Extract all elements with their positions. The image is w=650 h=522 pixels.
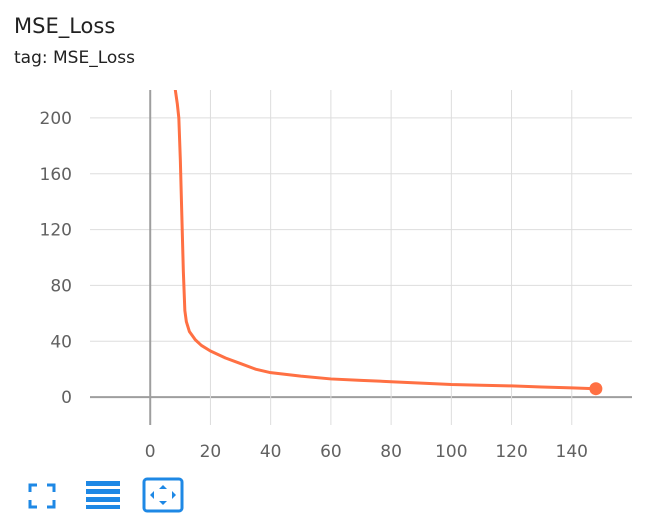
last-point-marker xyxy=(589,382,603,396)
fit-domain-button[interactable] xyxy=(142,477,184,513)
chart-title: MSE_Loss xyxy=(14,14,116,38)
y-tick-label: 80 xyxy=(50,276,72,296)
x-tick-label: 100 xyxy=(435,442,467,462)
y-tick-label: 200 xyxy=(40,109,72,129)
y-tick-label: 120 xyxy=(40,221,72,241)
legend-toggle-button[interactable] xyxy=(86,481,120,509)
toolbar xyxy=(28,477,184,513)
x-tick-label: 80 xyxy=(380,442,402,462)
x-tick-label: 20 xyxy=(200,442,222,462)
y-tick-label: 40 xyxy=(50,332,72,352)
x-tick-label: 40 xyxy=(260,442,282,462)
fullscreen-button[interactable] xyxy=(28,483,56,509)
series-line xyxy=(173,90,596,391)
x-tick-label: 0 xyxy=(145,442,156,462)
chart-subtitle: tag: MSE_Loss xyxy=(14,48,135,68)
x-tick-label: 140 xyxy=(556,442,588,462)
y-tick-label: 0 xyxy=(61,388,72,408)
x-tick-label: 120 xyxy=(495,442,527,462)
x-tick-label: 60 xyxy=(320,442,342,462)
y-tick-label: 160 xyxy=(40,165,72,185)
